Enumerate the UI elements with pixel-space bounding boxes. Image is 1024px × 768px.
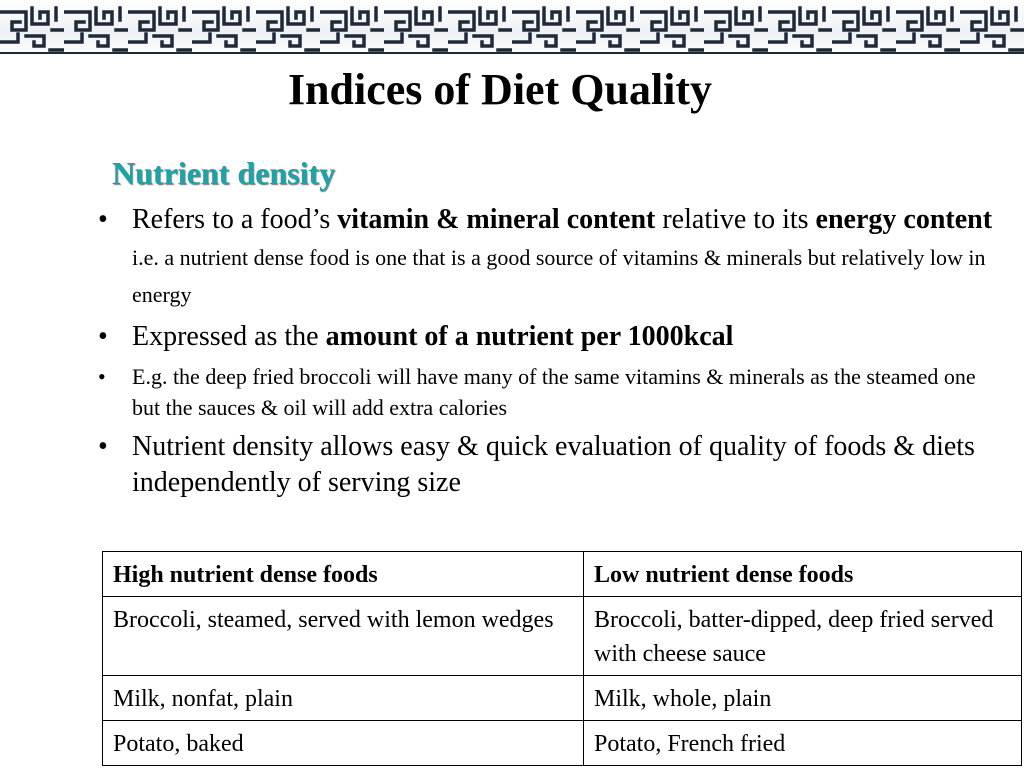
- table-cell-high: Potato, baked: [102, 720, 584, 766]
- bullet-example-text: E.g. the deep fried broccoli will have m…: [132, 364, 976, 420]
- table-cell-high: Milk, nonfat, plain: [102, 675, 584, 721]
- table-cell-low: Milk, whole, plain: [583, 675, 1022, 721]
- bullet-definition-bold-vitamin: vitamin & mineral content: [337, 204, 656, 235]
- table-header-high: High nutrient dense foods: [102, 551, 584, 597]
- bullet-example: E.g. the deep fried broccoli will have m…: [92, 361, 1007, 423]
- table-row: Potato, baked Potato, French fried: [102, 720, 1022, 766]
- bullet-evaluation: Nutrient density allows easy & quick eva…: [92, 429, 1007, 501]
- slide-title: Indices of Diet Quality: [287, 65, 713, 114]
- table-cell-low: Potato, French fried: [583, 720, 1022, 766]
- bullet-definition-bold-energy: energy content: [815, 204, 993, 235]
- bullet-definition-detail: i.e. a nutrient dense food is one that i…: [132, 245, 986, 307]
- chinese-lattice-border-icon: [0, 2, 1024, 56]
- table-cell-low: Broccoli, batter-dipped, deep fried serv…: [583, 596, 1022, 676]
- table-row: Milk, nonfat, plain Milk, whole, plain: [102, 675, 1022, 721]
- bullet-definition-intro: Refers to a food’s: [132, 204, 338, 235]
- table-header-row: High nutrient dense foods Low nutrient d…: [102, 551, 1022, 597]
- bullet-expression-bold: amount of a nutrient per 1000kcal: [325, 321, 734, 352]
- nutrient-density-table: High nutrient dense foods Low nutrient d…: [102, 551, 1022, 766]
- bullet-list: Refers to a food’s vitamin & mineral con…: [92, 202, 1007, 507]
- table-cell-high: Broccoli, steamed, served with lemon wed…: [102, 596, 584, 676]
- lattice-border-band: [0, 0, 1024, 58]
- bullet-expression: Expressed as the amount of a nutrient pe…: [92, 319, 1007, 355]
- table-row: Broccoli, steamed, served with lemon wed…: [102, 596, 1022, 676]
- bullet-evaluation-text: Nutrient density allows easy & quick eva…: [132, 431, 975, 498]
- section-subtitle: Nutrient density: [112, 155, 336, 191]
- bullet-expression-intro: Expressed as the: [132, 321, 326, 352]
- table-header-low: Low nutrient dense foods: [583, 551, 1022, 597]
- bullet-definition-mid: relative to its: [655, 204, 816, 235]
- bullet-definition: Refers to a food’s vitamin & mineral con…: [92, 202, 1007, 313]
